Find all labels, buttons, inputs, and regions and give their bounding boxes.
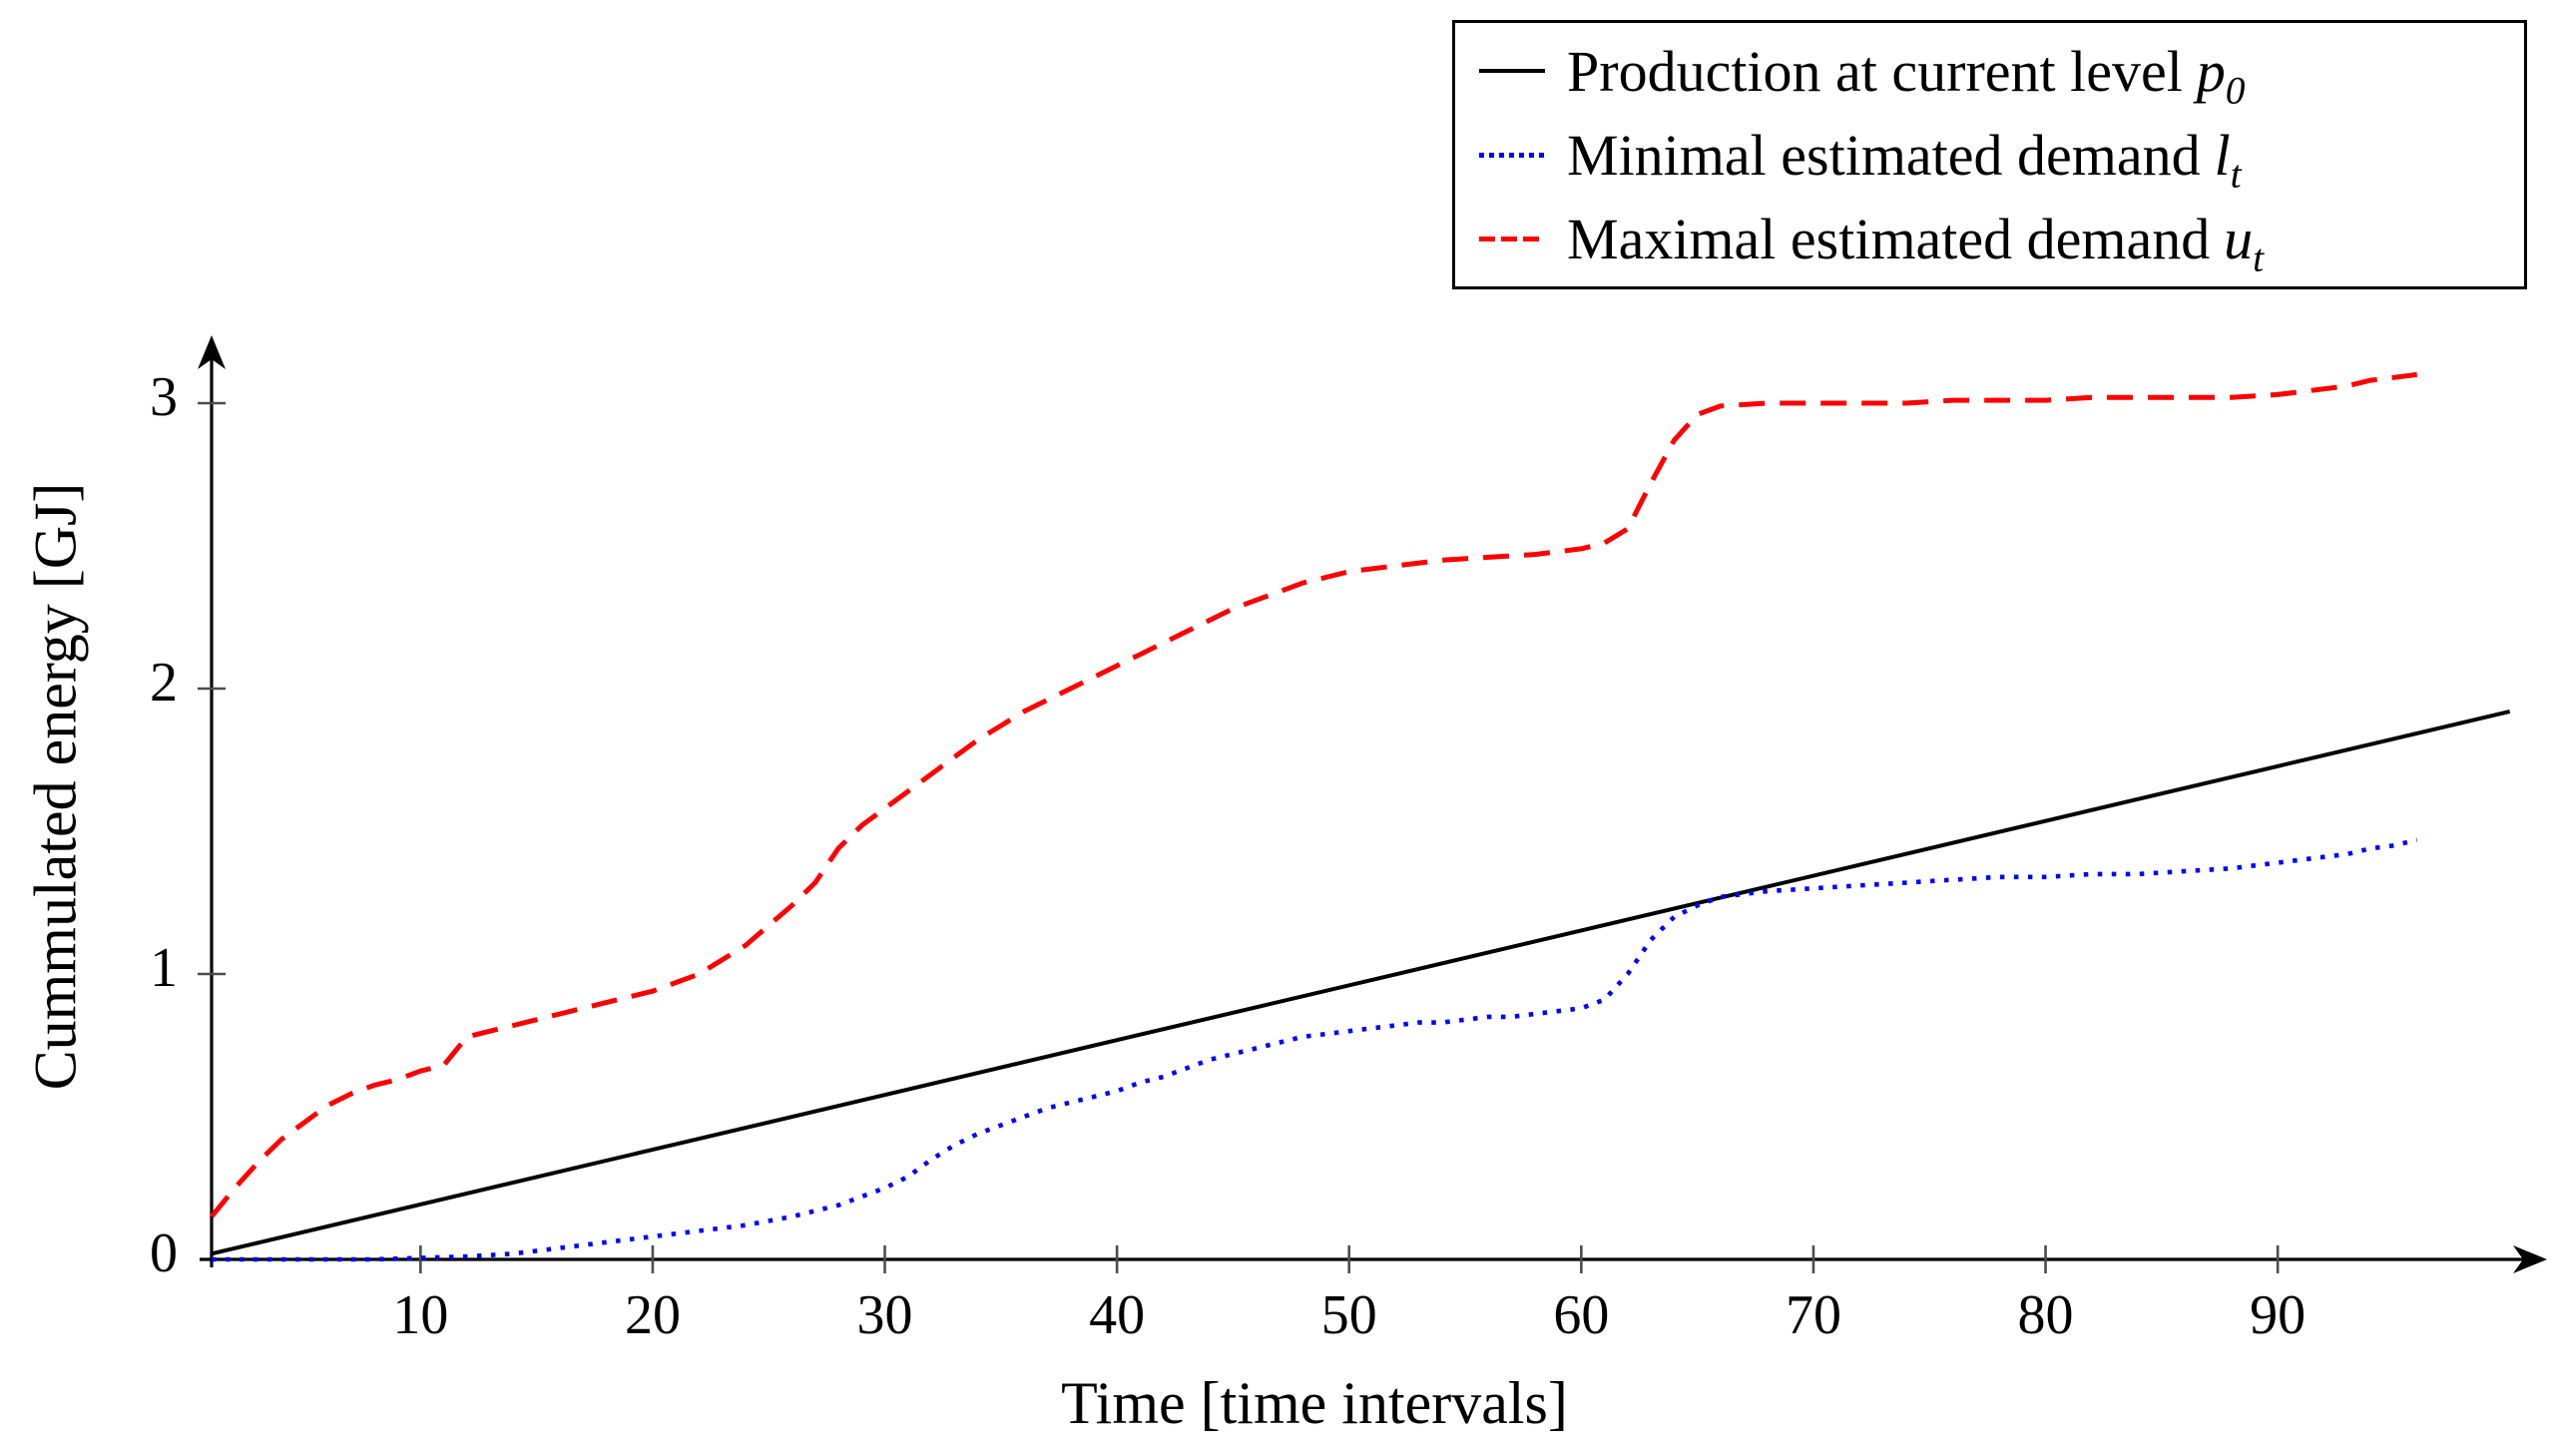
max-demand-line [210, 371, 2418, 1218]
y-tick-label: 0 [150, 1222, 178, 1284]
x-tick-label: 90 [2250, 1284, 2307, 1346]
y-axis-label: Cummulated energy [GJ] [22, 482, 89, 1091]
y-tick-label: 2 [150, 652, 178, 714]
legend-math-symbol: lt [2214, 122, 2242, 197]
x-tick-label: 50 [1320, 1284, 1377, 1346]
legend-math-symbol: ut [2224, 206, 2265, 280]
legend-item-min-demand: Minimal estimated demand lt [1455, 113, 2524, 196]
x-tick-label: 70 [1785, 1284, 1841, 1346]
legend-item-production: Production at current level p0 [1455, 29, 2524, 112]
min-demand-line [212, 837, 2418, 1262]
x-tick-label: 30 [856, 1284, 913, 1346]
legend: Production at current level p0 Minimal e… [1452, 20, 2527, 289]
x-tick-label: 10 [392, 1284, 449, 1346]
x-axis-arrowhead-icon [2513, 1245, 2547, 1273]
x-tick-label: 40 [1089, 1284, 1146, 1346]
legend-item-max-demand: Maximal estimated demand ut [1455, 197, 2524, 279]
legend-swatch-dotted-line [1479, 152, 1545, 158]
x-tick-label: 20 [624, 1284, 681, 1346]
y-axis-arrowhead-icon [198, 335, 226, 369]
legend-label: Minimal estimated demand [1567, 122, 2201, 188]
legend-label: Production at current level [1567, 38, 2183, 104]
x-axis-label: Time [time intervals] [1061, 1370, 1568, 1436]
x-tick-label: 80 [2017, 1284, 2074, 1346]
legend-swatch-dashed-line [1479, 236, 1539, 242]
x-tick-label: 60 [1553, 1284, 1610, 1346]
y-tick-label: 3 [150, 366, 178, 428]
legend-swatch-solid-line [1479, 69, 1545, 73]
legend-label: Maximal estimated demand [1567, 206, 2211, 271]
production-line [211, 709, 2511, 1256]
legend-math-symbol: p0 [2196, 38, 2246, 113]
y-tick-label: 1 [150, 937, 178, 999]
